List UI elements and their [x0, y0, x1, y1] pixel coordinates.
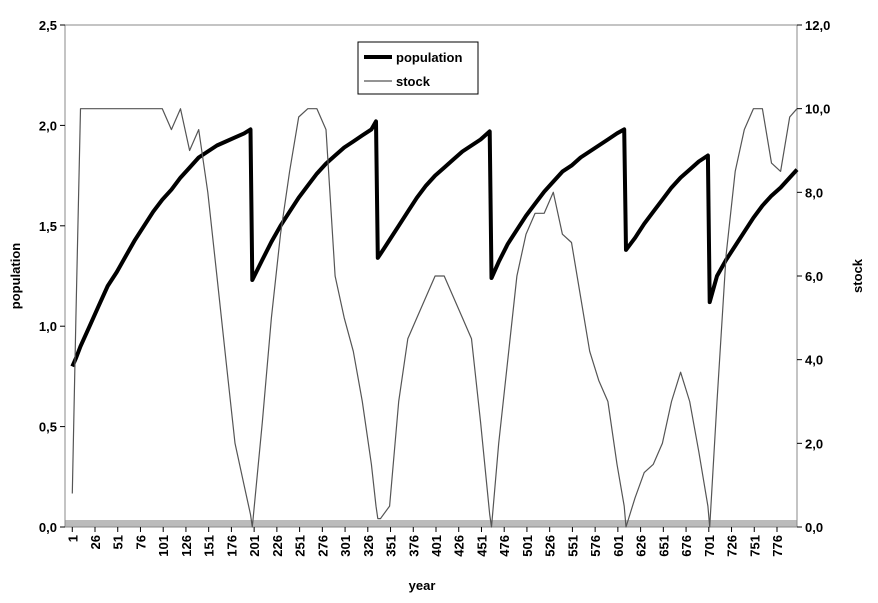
- y2-tick-label: 8,0: [805, 185, 823, 200]
- y-axis-title: population: [8, 243, 23, 309]
- legend-label: stock: [396, 74, 431, 89]
- x-tick-label: 601: [611, 535, 626, 557]
- y2-axis-title: stock: [850, 258, 865, 293]
- y-tick-label: 2,5: [39, 18, 57, 33]
- x-tick-label: 51: [111, 535, 126, 549]
- x-tick-label: 276: [315, 535, 330, 557]
- x-tick-label: 451: [474, 535, 489, 557]
- y-tick-label: 0,5: [39, 420, 57, 435]
- x-tick-label: 226: [270, 535, 285, 557]
- x-tick-label: 576: [588, 535, 603, 557]
- x-tick-label: 201: [247, 535, 262, 557]
- y2-tick-label: 12,0: [805, 18, 830, 33]
- x-tick-label: 301: [338, 535, 353, 557]
- x-tick-label: 426: [452, 535, 467, 557]
- y2-tick-label: 6,0: [805, 269, 823, 284]
- y-tick-label: 0,0: [39, 520, 57, 535]
- x-tick-label: 626: [634, 535, 649, 557]
- x-tick-label: 351: [384, 535, 399, 557]
- x-tick-label: 726: [725, 535, 740, 557]
- y2-tick-label: 0,0: [805, 520, 823, 535]
- x-tick-label: 676: [679, 535, 694, 557]
- x-axis-title: year: [409, 578, 436, 593]
- x-tick-label: 526: [543, 535, 558, 557]
- x-tick-label: 151: [202, 535, 217, 557]
- y-tick-label: 2,0: [39, 118, 57, 133]
- x-tick-label: 26: [88, 535, 103, 549]
- x-tick-label: 326: [361, 535, 376, 557]
- x-tick-label: 376: [406, 535, 421, 557]
- x-tick-label: 476: [497, 535, 512, 557]
- x-tick-label: 651: [656, 535, 671, 557]
- x-tick-label: 101: [156, 535, 171, 557]
- x-tick-label: 176: [224, 535, 239, 557]
- x-tick-label: 1: [65, 535, 80, 542]
- x-tick-label: 126: [179, 535, 194, 557]
- legend: [357, 41, 479, 95]
- x-tick-label: 251: [293, 535, 308, 557]
- plot-frame: [64, 24, 798, 528]
- x-tick-label: 776: [770, 535, 785, 557]
- y2-tick-label: 4,0: [805, 353, 823, 368]
- x-tick-label: 76: [133, 535, 148, 549]
- y2-tick-label: 2,0: [805, 436, 823, 451]
- series-line: [70, 119, 799, 368]
- x-tick-label: 401: [429, 535, 444, 557]
- legend-label: population: [396, 50, 462, 65]
- y-tick-label: 1,5: [39, 219, 57, 234]
- x-tick-label: 501: [520, 535, 535, 557]
- x-tick-label: 751: [747, 535, 762, 557]
- y2-tick-label: 10,0: [805, 102, 830, 117]
- axis-band: [65, 520, 797, 527]
- x-tick-label: 701: [702, 535, 717, 557]
- x-tick-label: 551: [565, 535, 580, 557]
- y-tick-label: 1,0: [39, 319, 57, 334]
- series-line: [71, 108, 798, 528]
